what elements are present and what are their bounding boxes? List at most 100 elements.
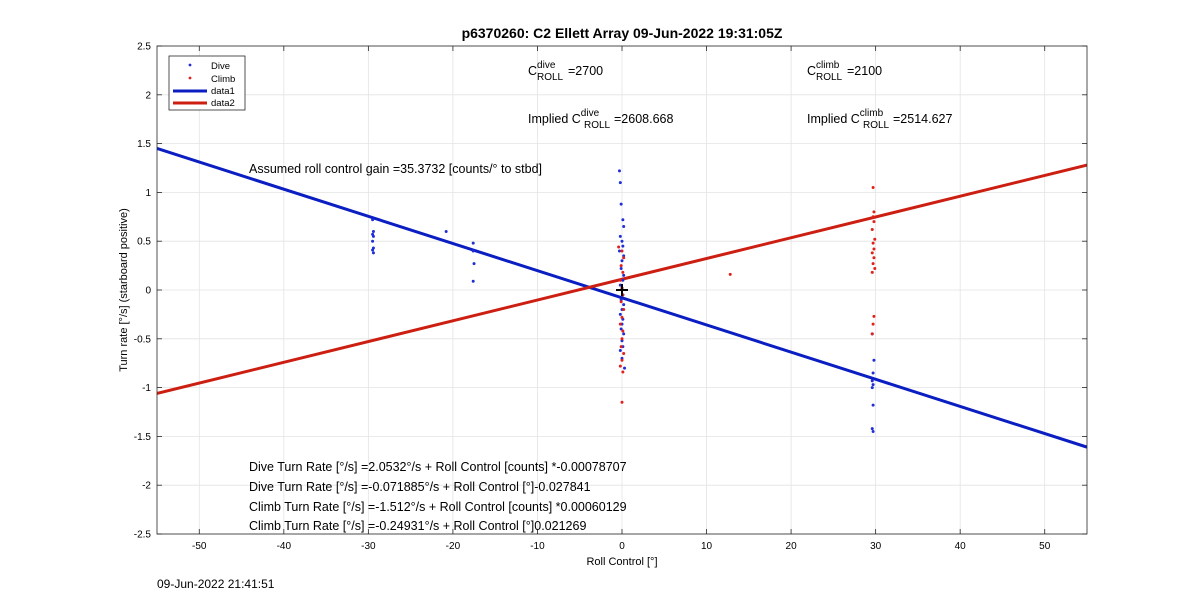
climb-point	[620, 400, 624, 404]
y-tick-label: -2	[142, 481, 151, 492]
x-tick-label: -20	[446, 541, 461, 552]
c-dive-sup: dive	[537, 60, 556, 71]
dive-point	[871, 430, 875, 434]
climb-point	[871, 322, 875, 326]
x-axis-label: Roll Control [°]	[586, 556, 657, 568]
dive-equation-counts: Dive Turn Rate [°/s] =2.0532°/s + Roll C…	[249, 460, 627, 474]
climb-point	[619, 264, 623, 268]
y-tick-label: 2	[145, 90, 151, 101]
dive-point	[371, 251, 375, 255]
dive-point	[871, 403, 875, 407]
climb-point	[872, 247, 876, 251]
c-dive-value: =2700	[568, 64, 603, 78]
data-layer	[157, 147, 1087, 449]
climb-point	[622, 351, 626, 355]
dive-point	[870, 386, 874, 390]
y-tick-label: -0.5	[134, 334, 152, 345]
implied-dive-sup: dive	[581, 108, 600, 119]
implied-climb-annotation: Implied Cclimb ROLL =2514.627	[807, 108, 952, 131]
c-roll-dive-annotation: Cdive ROLL =2700	[528, 60, 603, 83]
svg-text:Implied Cdive: Implied Cdive	[528, 108, 600, 126]
dive-point	[472, 262, 476, 266]
c-dive-letter: C	[528, 64, 537, 78]
climb-point	[870, 270, 874, 274]
dive-point	[371, 234, 375, 238]
c-dive-sub: ROLL	[537, 72, 564, 83]
dive-point	[617, 249, 621, 253]
dive-point	[444, 229, 448, 233]
implied-climb-prefix: Implied C	[807, 112, 860, 126]
dive-point	[622, 332, 626, 336]
dive-point	[618, 234, 622, 238]
climb-point	[871, 241, 875, 245]
dive-point	[618, 349, 622, 353]
dive-point	[621, 244, 625, 248]
dive-point	[619, 267, 623, 271]
legend-label-data1: data1	[211, 86, 235, 97]
dive-point	[623, 366, 627, 370]
climb-point	[620, 249, 624, 253]
footer-timestamp: 09-Jun-2022 21:41:51	[157, 577, 275, 591]
y-tick-label: 0	[145, 286, 151, 297]
origin-plus-marker	[616, 284, 628, 296]
c-climb-value: =2100	[847, 64, 882, 78]
climb-point	[870, 251, 874, 255]
implied-dive-annotation: Implied Cdive ROLL =2608.668	[528, 108, 673, 131]
climb-point	[621, 370, 625, 374]
implied-dive-value: =2608.668	[614, 112, 673, 126]
x-tick-label: 40	[955, 541, 967, 552]
climb-point	[622, 308, 626, 312]
climb-point	[622, 256, 626, 260]
dive-point	[471, 241, 475, 245]
dive-point	[471, 249, 475, 253]
y-tick-label: -1	[142, 383, 151, 394]
y-tick-label: -1.5	[134, 432, 152, 443]
dive-point	[620, 259, 624, 263]
climb-point	[619, 300, 623, 304]
climb-point	[620, 315, 624, 319]
x-tick-label: -40	[277, 541, 292, 552]
dive-point	[471, 279, 475, 283]
dive-point	[872, 358, 876, 362]
climb-point	[871, 215, 875, 219]
x-tick-label: 20	[786, 541, 798, 552]
c-climb-sub: ROLL	[816, 72, 843, 83]
legend-marker-climb	[188, 76, 192, 80]
climb-point	[873, 267, 877, 271]
svg-text:Cdive: Cdive	[528, 60, 556, 78]
y-tick-label: 2.5	[137, 42, 151, 53]
series-line-data1	[157, 147, 1087, 449]
climb-point	[870, 227, 874, 231]
climb-point	[870, 332, 874, 336]
implied-climb-sup: climb	[860, 108, 884, 119]
climb-point	[617, 245, 621, 249]
dive-point	[622, 225, 626, 229]
y-tick-label: -2.5	[134, 530, 152, 541]
dive-point	[871, 371, 875, 375]
dive-point	[371, 248, 375, 252]
climb-point	[621, 270, 625, 274]
c-climb-letter: C	[807, 64, 816, 78]
gain-annotation: Assumed roll control gain =35.3732 [coun…	[249, 162, 542, 176]
legend-marker-dive	[188, 63, 192, 67]
climb-point	[872, 314, 876, 318]
climb-point	[620, 358, 624, 362]
climb-point	[620, 337, 624, 341]
climb-point	[872, 210, 876, 214]
c-climb-sup: climb	[816, 60, 840, 71]
dive-point	[619, 202, 623, 206]
dive-point	[371, 239, 375, 243]
climb-point	[618, 364, 622, 368]
dive-point	[618, 312, 622, 316]
dive-point	[622, 273, 626, 277]
dive-point	[870, 427, 874, 431]
implied-climb-sub: ROLL	[863, 120, 890, 131]
climb-equation-counts: Climb Turn Rate [°/s] =-1.512°/s + Roll …	[249, 500, 627, 514]
x-tick-label: 10	[701, 541, 713, 552]
legend-label-dive: Dive	[211, 61, 230, 72]
chart-title: p6370260: C2 Ellett Array 09-Jun-2022 19…	[462, 25, 783, 41]
x-tick-label: -30	[361, 541, 376, 552]
climb-point	[871, 186, 875, 190]
climb-point	[618, 278, 622, 282]
